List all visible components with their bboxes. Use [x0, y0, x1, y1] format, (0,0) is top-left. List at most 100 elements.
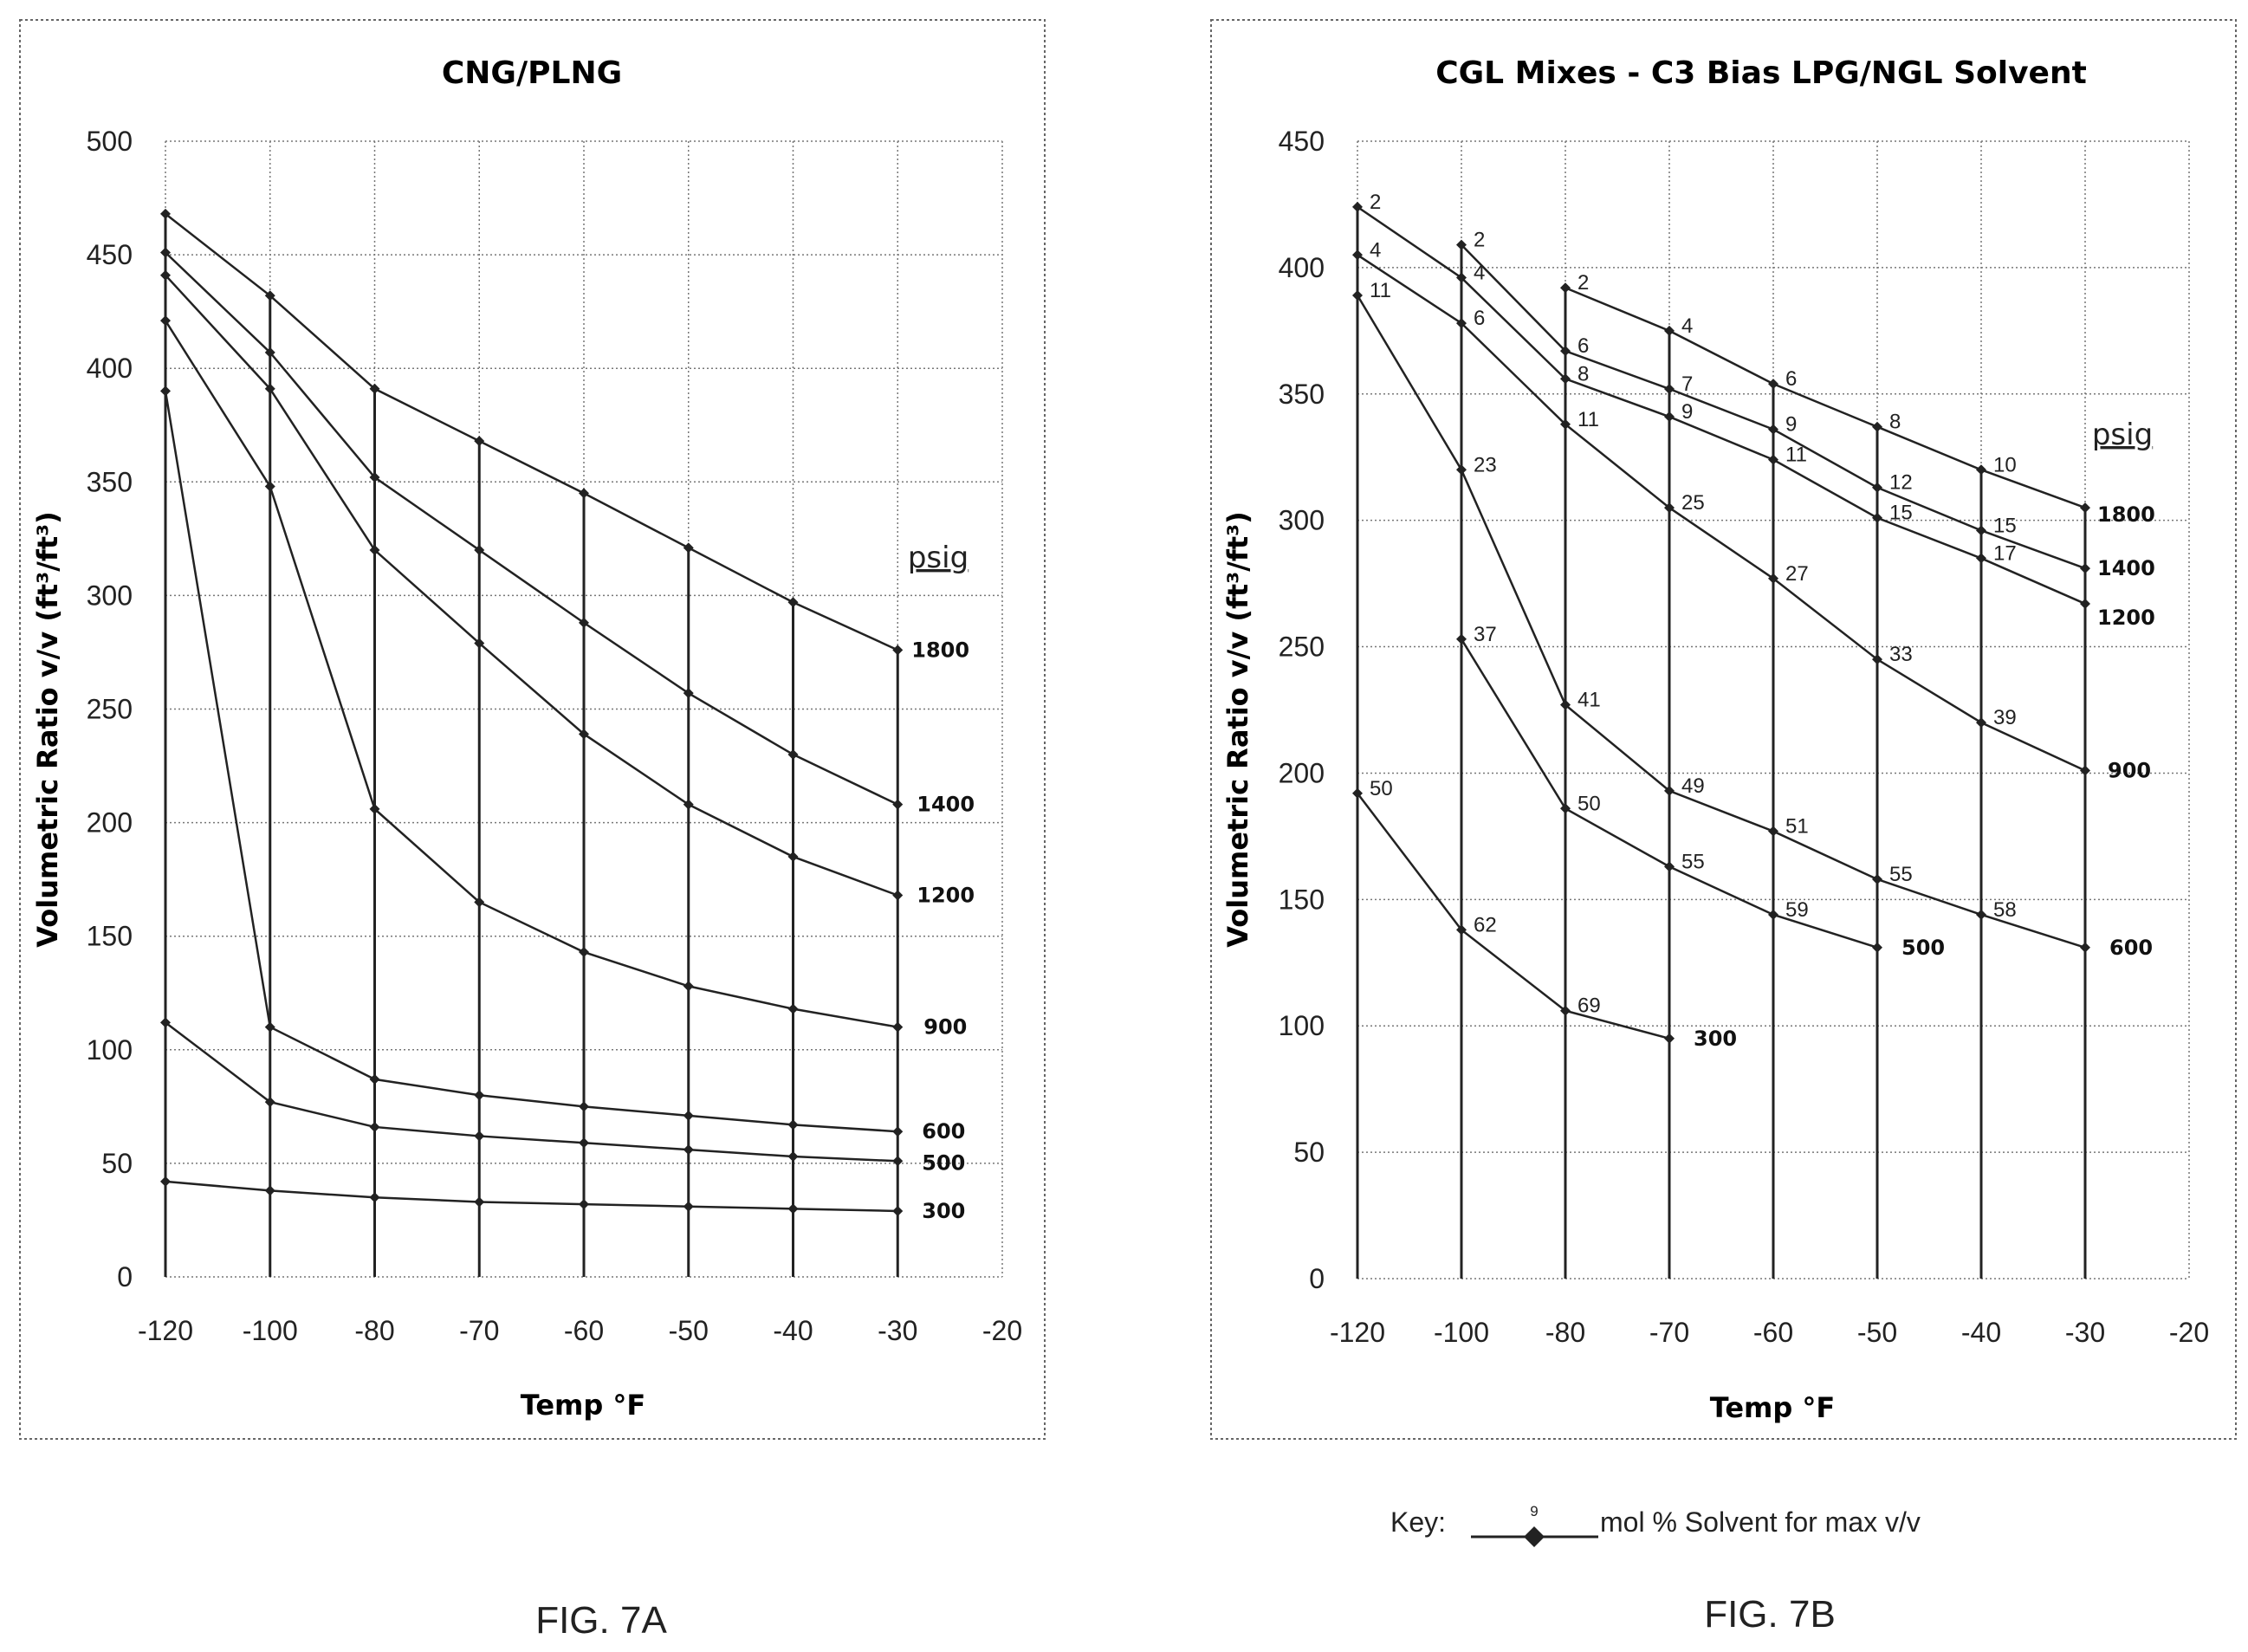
data-point-300	[1560, 1005, 1571, 1016]
series-end-label-600: 600	[2109, 936, 2153, 960]
chart-a-psig-label: psig	[908, 541, 969, 575]
data-point-600	[1976, 909, 1986, 920]
data-point-1200	[1768, 454, 1778, 465]
key-sample-value: 9	[1530, 1503, 1538, 1519]
series-end-label-500: 500	[1901, 936, 1945, 960]
x-tick-label: -30	[878, 1315, 917, 1346]
chart-b-title: CGL Mixes - C3 Bias LPG/NGL Solvent	[1435, 55, 2087, 91]
data-point-1800	[1872, 421, 1882, 432]
series-end-label-600: 600	[922, 1119, 965, 1143]
data-point-300	[1456, 924, 1467, 936]
data-point-500	[160, 1017, 171, 1028]
point-label: 11	[1785, 444, 1807, 467]
series-line-600	[164, 391, 898, 1133]
data-point-1800	[1768, 379, 1778, 390]
data-point-1200	[1456, 272, 1467, 283]
data-point-600	[579, 1101, 589, 1112]
point-label: 55	[1889, 863, 1913, 886]
point-label: 9	[1681, 400, 1693, 424]
chart-a-title: CNG/PLNG	[442, 55, 622, 91]
series-end-label-1200: 1200	[2097, 606, 2155, 630]
data-point-1400	[160, 247, 171, 258]
series-end-label-900: 900	[923, 1015, 967, 1040]
data-point-1200	[1560, 373, 1571, 385]
data-point-1400	[1456, 239, 1467, 250]
key-legend: Key: 9 mol % Solvent for max v/v	[1390, 1503, 1921, 1547]
point-label: 15	[1889, 502, 1913, 525]
data-point-1800	[369, 383, 380, 394]
point-label: 10	[1993, 453, 2017, 476]
data-point-900	[892, 1021, 904, 1033]
series-line-900	[164, 320, 898, 1028]
data-point-600	[2080, 942, 2090, 953]
data-point-1200	[1976, 553, 1986, 564]
series-line-300	[165, 1180, 898, 1213]
chart-b-psig-label: psig	[2092, 418, 2153, 452]
point-label: 4	[1474, 262, 1485, 285]
x-tick-label: -100	[243, 1315, 298, 1346]
x-tick-label: -60	[1753, 1317, 1793, 1348]
data-point-1400	[683, 688, 694, 699]
y-tick-label: 450	[87, 239, 133, 270]
x-tick-label: -40	[1961, 1317, 2001, 1348]
data-point-1200	[892, 890, 904, 901]
chart-a: CNG/PLNG 0 50 100 150 200 250 300 350 400 450 500 -…	[19, 19, 1046, 1440]
series-end-label-1400: 1400	[2097, 556, 2155, 580]
data-point-900	[1560, 418, 1571, 430]
x-tick-label: -40	[773, 1315, 813, 1346]
point-label: 6	[1577, 334, 1589, 358]
data-point-600	[1872, 873, 1882, 884]
data-point-1400	[474, 544, 485, 555]
y-tick-label: 350	[1279, 379, 1325, 410]
data-point-1400	[1872, 482, 1882, 493]
series-end-label-1400: 1400	[917, 793, 975, 817]
data-point-900	[579, 947, 589, 958]
data-point-1400	[369, 472, 380, 483]
point-label: 11	[1370, 279, 1391, 302]
y-tick-label: 300	[87, 580, 133, 611]
y-tick-label: 50	[1293, 1137, 1325, 1168]
key-label: Key:	[1390, 1506, 1446, 1538]
point-label: 50	[1577, 792, 1601, 815]
y-tick-label: 100	[87, 1034, 133, 1066]
data-point-300	[787, 1203, 799, 1215]
data-point-1200	[1872, 512, 1882, 523]
data-point-500	[264, 1097, 275, 1108]
point-label: 50	[1370, 777, 1393, 800]
data-point-600	[1456, 464, 1467, 476]
data-point-1400	[579, 617, 589, 628]
data-point-300	[683, 1201, 694, 1212]
data-point-900	[369, 803, 380, 814]
data-point-500	[1768, 909, 1778, 920]
chart-a-y-axis-title: Volumetric Ratio v/v (ft³/ft³)	[31, 511, 64, 948]
point-label: 2	[1577, 271, 1589, 295]
y-tick-label: 100	[1279, 1010, 1325, 1041]
chart-b-x-axis-title: Temp °F	[1710, 1391, 1836, 1424]
point-label: 2	[1474, 229, 1485, 252]
x-tick-label: -20	[2169, 1317, 2209, 1348]
data-point-1800	[474, 436, 485, 447]
data-point-300	[1664, 1033, 1675, 1044]
y-tick-label: 200	[1279, 757, 1325, 788]
data-point-300	[160, 1176, 171, 1187]
chart-a-frame	[19, 19, 1046, 1440]
series-line-1200	[1357, 205, 2086, 606]
data-point-1400	[787, 748, 799, 760]
y-tick-label: 450	[1279, 126, 1325, 157]
point-label: 41	[1577, 689, 1601, 712]
data-point-1800	[579, 488, 589, 499]
point-label: 62	[1474, 913, 1497, 936]
x-tick-label: -70	[1649, 1317, 1689, 1348]
data-point-300	[579, 1199, 589, 1210]
x-tick-label: -80	[354, 1315, 394, 1346]
y-tick-label: 0	[1309, 1263, 1325, 1294]
data-point-600	[369, 1073, 380, 1085]
data-point-1400	[2080, 563, 2090, 574]
series-line-500	[165, 1021, 898, 1163]
data-point-1400	[892, 799, 904, 810]
point-label: 15	[1993, 514, 2017, 537]
data-point-500	[579, 1137, 589, 1149]
data-point-1800	[1664, 325, 1675, 336]
chart-b-series	[1352, 201, 2090, 1044]
